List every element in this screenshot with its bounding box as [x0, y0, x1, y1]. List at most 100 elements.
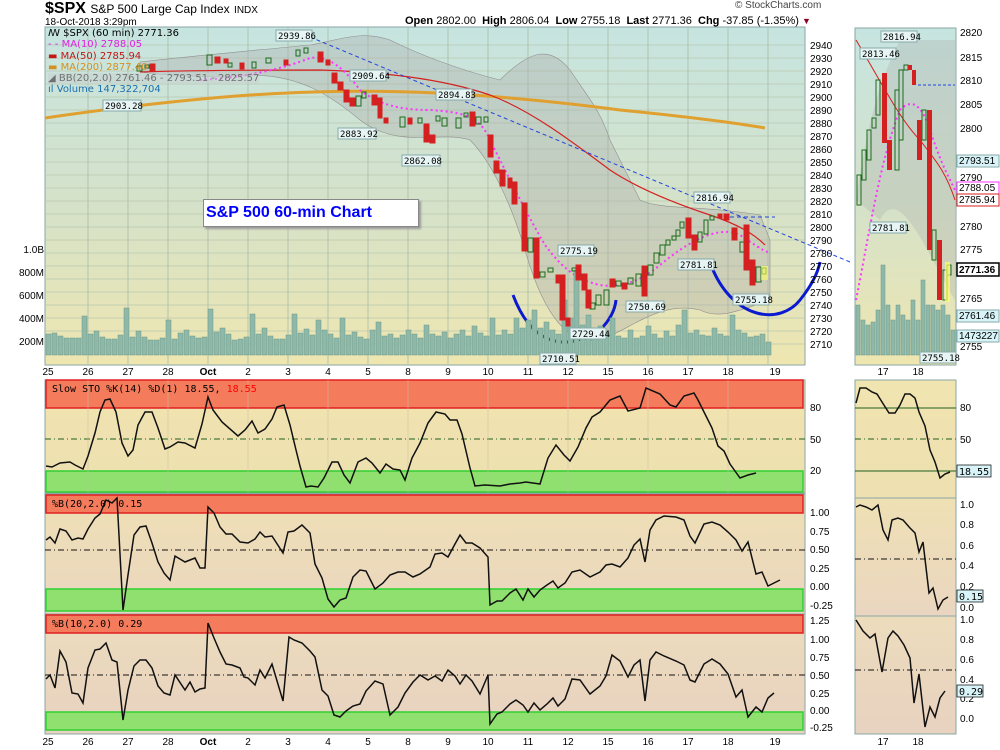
svg-text:8: 8 — [405, 737, 411, 748]
legend-bb: ◢ BB(20,2.0) 2761.46 - 2793.51 - 2825.57 — [48, 73, 260, 85]
svg-text:18: 18 — [912, 367, 924, 378]
svg-text:28: 28 — [162, 367, 174, 378]
legend-ma10: - - MA(10) 2788.05 — [48, 39, 143, 51]
pctb20-line — [45, 496, 781, 611]
svg-text:2870: 2870 — [810, 132, 833, 143]
svg-text:2830: 2830 — [810, 184, 833, 195]
svg-text:5: 5 — [365, 367, 371, 378]
volume-icon: ıl — [48, 84, 57, 96]
open-label: Open — [405, 15, 434, 27]
candles — [136, 47, 768, 327]
sto-line — [45, 386, 757, 488]
dash-line-icon: - - — [48, 39, 62, 51]
svg-text:0.25: 0.25 — [810, 564, 830, 575]
svg-text:2940: 2940 — [810, 41, 833, 52]
svg-text:50: 50 — [810, 435, 822, 446]
svg-text:2880: 2880 — [810, 119, 833, 130]
price-annotations: 2939.86 2903.28 2909.64 2883.92 2894.83 … — [102, 29, 773, 365]
svg-text:18: 18 — [722, 367, 734, 378]
svg-text:2800: 2800 — [960, 124, 983, 135]
candle-icon: ꟿ — [48, 28, 64, 39]
svg-text:2813.46: 2813.46 — [862, 50, 900, 60]
svg-text:2775: 2775 — [960, 245, 983, 256]
svg-text:2750: 2750 — [810, 288, 833, 299]
chg-value: -37.85 (-1.35%) — [722, 15, 799, 27]
svg-text:2790: 2790 — [960, 173, 983, 184]
svg-text:2729.44: 2729.44 — [572, 330, 610, 340]
svg-text:9: 9 — [445, 737, 451, 748]
svg-text:0.8: 0.8 — [960, 520, 974, 531]
svg-text:0.6: 0.6 — [960, 541, 974, 552]
svg-text:2920: 2920 — [810, 67, 833, 78]
svg-text:15: 15 — [602, 737, 614, 748]
svg-text:2810: 2810 — [960, 76, 983, 87]
svg-text:50: 50 — [960, 435, 972, 446]
svg-text:2883.92: 2883.92 — [340, 130, 378, 140]
svg-text:18: 18 — [912, 737, 924, 748]
svg-text:3: 3 — [285, 367, 291, 378]
svg-text:19: 19 — [769, 737, 781, 748]
date-axis-bottom: 25 26 27 28 Oct 2 3 4 5 8 9 10 11 12 15 16 17 18 19 — [42, 737, 781, 748]
svg-text:15: 15 — [602, 367, 614, 378]
svg-text:27: 27 — [122, 737, 134, 748]
pctb10-label: %B(10,2.0) 0.29 — [52, 619, 142, 630]
exchange: INDX — [234, 5, 258, 16]
svg-text:5: 5 — [365, 737, 371, 748]
svg-text:3: 3 — [285, 737, 291, 748]
svg-text:2903.28: 2903.28 — [105, 102, 143, 112]
svg-text:2894.83: 2894.83 — [438, 91, 476, 101]
high-label: High — [482, 15, 507, 27]
svg-text:2710.51: 2710.51 — [542, 355, 580, 365]
svg-text:4: 4 — [325, 737, 331, 748]
svg-text:26: 26 — [82, 737, 94, 748]
line-icon: ▬ — [48, 61, 61, 73]
svg-text:2816.94: 2816.94 — [883, 33, 921, 43]
bollinger-band — [139, 35, 771, 341]
svg-text:11: 11 — [523, 737, 534, 748]
svg-text:-0.25: -0.25 — [810, 723, 833, 734]
svg-text:2805: 2805 — [960, 100, 983, 111]
sto-label-red: 18.55 — [227, 384, 257, 395]
svg-text:2781.81: 2781.81 — [872, 224, 910, 234]
svg-text:0.2: 0.2 — [960, 582, 974, 593]
pctb20-label: %B(20,2.0) 0.15 — [52, 499, 142, 510]
tag-volume: 1473227 — [959, 331, 998, 342]
tag-ma50: 2785.94 — [959, 195, 996, 206]
svg-text:2939.86: 2939.86 — [278, 32, 316, 42]
svg-text:0.50: 0.50 — [810, 671, 830, 682]
pctb20-panel: %B(20,2.0) 0.15 1.00 0.75 0.50 0.25 0.00 -0.… — [44, 493, 833, 615]
svg-text:2800: 2800 — [810, 223, 833, 234]
last-candle-highlight — [761, 266, 768, 280]
svg-text:0.00: 0.00 — [810, 582, 830, 593]
svg-text:2740: 2740 — [810, 301, 833, 312]
ohlc-summary: Open 2802.00 High 2806.04 Low 2755.18 La… — [405, 15, 811, 27]
tag-pctb20: 0.15 — [959, 592, 983, 603]
stochastic-panel: Slow STO %K(14) %D(1) 18.55, 18.55 80 50 2… — [44, 379, 822, 494]
svg-text:0.00: 0.00 — [810, 706, 830, 717]
price-axis: 2940 2930 2920 2910 2900 2890 2880 2870 2860 2… — [810, 41, 833, 351]
legend-price: ꟿ $SPX (60 min) 2771.36 — [48, 28, 180, 39]
svg-text:2840: 2840 — [810, 171, 833, 182]
date-axis-top: 25 26 27 28 Oct 2 3 4 5 8 9 10 11 12 15 16 17 18 19 — [42, 367, 781, 378]
svg-text:200M: 200M — [19, 337, 44, 348]
svg-text:2820: 2820 — [960, 28, 983, 39]
svg-text:2810: 2810 — [810, 210, 833, 221]
sto-label: Slow STO %K(14) %D(1) 18.55, — [52, 384, 221, 395]
svg-text:2815: 2815 — [960, 53, 983, 64]
svg-text:16: 16 — [642, 367, 654, 378]
svg-text:0.8: 0.8 — [960, 635, 974, 646]
svg-text:17: 17 — [877, 367, 889, 378]
band-icon: ◢ — [48, 73, 59, 85]
pctb10-panel: %B(10,2.0) 0.29 1.25 1.00 0.75 0.50 0.25 0.0… — [44, 613, 833, 735]
svg-text:1.25: 1.25 — [810, 616, 830, 627]
svg-text:2890: 2890 — [810, 106, 833, 117]
svg-text:2710: 2710 — [810, 340, 833, 351]
svg-text:0.0: 0.0 — [960, 714, 974, 725]
svg-text:80: 80 — [960, 403, 972, 414]
chg-label: Chg — [698, 15, 720, 27]
low-label: Low — [555, 15, 578, 27]
svg-text:2862.08: 2862.08 — [404, 157, 442, 167]
svg-text:12: 12 — [562, 367, 574, 378]
svg-text:26: 26 — [82, 367, 94, 378]
legend-ma50: ▬ MA(50) 2785.94 — [48, 50, 142, 62]
